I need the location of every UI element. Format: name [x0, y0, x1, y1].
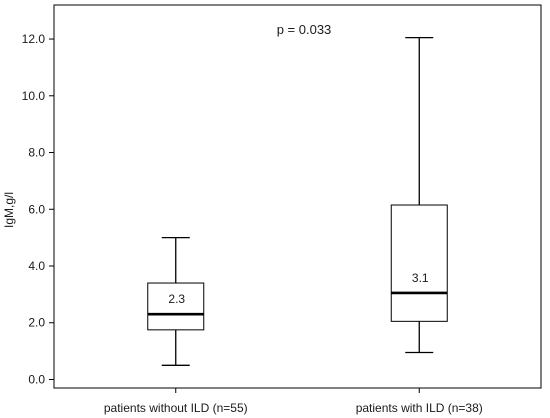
median-label: 2.3	[168, 292, 185, 306]
y-tick-label: 4.0	[28, 259, 45, 273]
y-tick-label: 0.0	[28, 372, 45, 386]
median-label: 3.1	[412, 271, 429, 285]
boxplot-1: 2.3	[147, 236, 205, 366]
iqr-box	[147, 282, 205, 331]
y-tick-label: 10.0	[22, 89, 46, 103]
plot-frame	[53, 4, 542, 389]
iqr-box	[390, 204, 448, 322]
y-tick-label: 8.0	[28, 146, 45, 160]
y-tick-label: 2.0	[28, 316, 45, 330]
y-tick-label: 6.0	[28, 202, 45, 216]
x-tick-label: patients with ILD (n=38)	[356, 401, 483, 415]
boxplot-2: 3.1	[390, 36, 448, 354]
p-value-annotation: p = 0.033	[277, 22, 332, 37]
y-axis: 0.0 2.0 4.0 6.0 8.0 10.0 12.0	[22, 32, 54, 386]
y-axis-label: IgM,g/l	[2, 192, 16, 228]
y-tick-label: 12.0	[22, 32, 46, 46]
x-axis: patients without ILD (n=55) patients with…	[104, 388, 483, 415]
x-tick-label: patients without ILD (n=55)	[104, 401, 248, 415]
boxes: 2.3 3.1	[147, 36, 448, 366]
